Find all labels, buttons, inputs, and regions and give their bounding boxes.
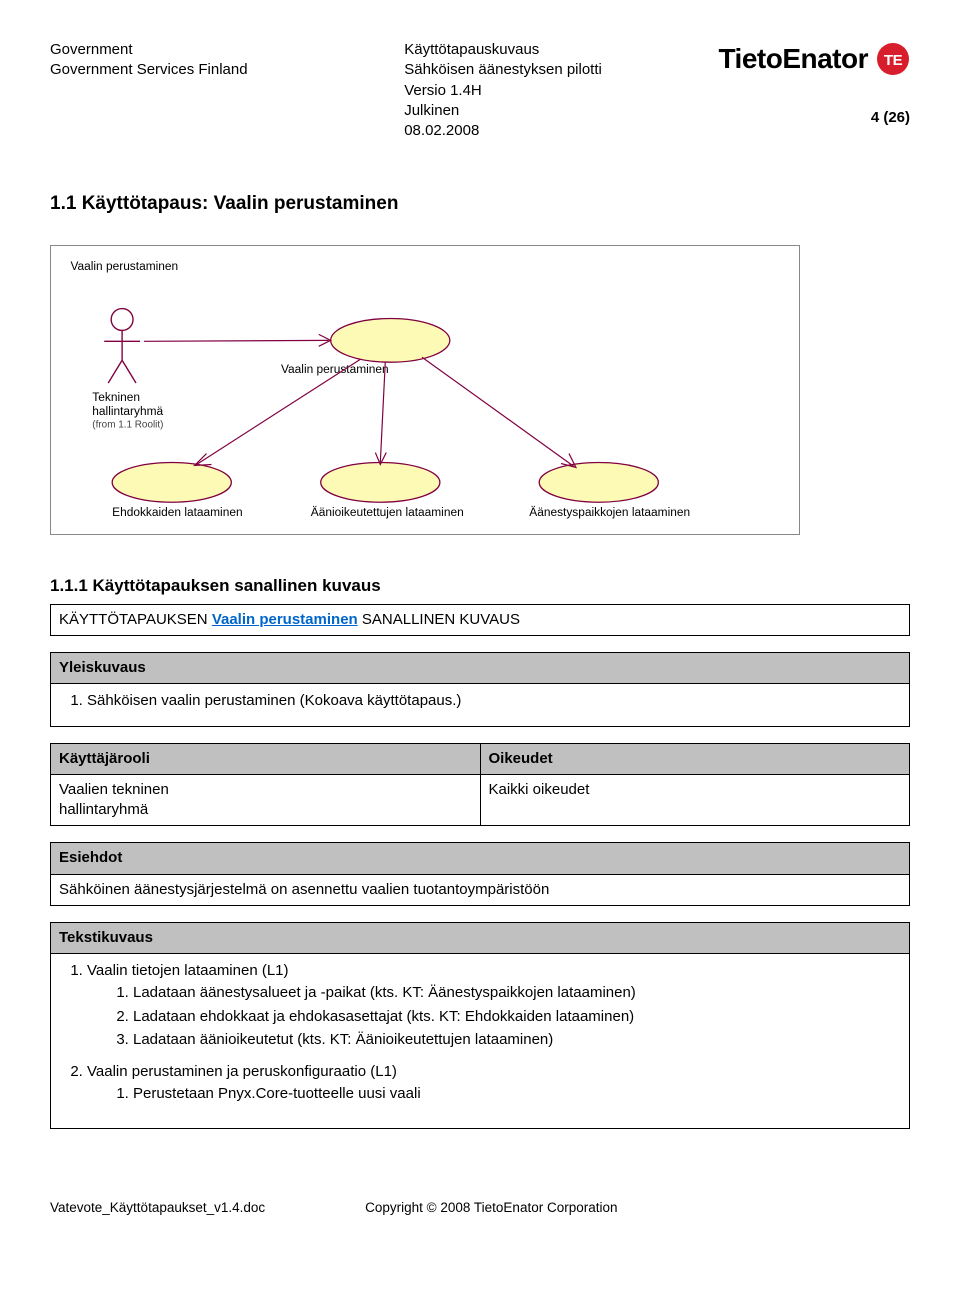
yleiskuvaus-table: Yleiskuvaus Sähköisen vaalin perustamine… bbox=[50, 652, 910, 727]
tk1-sub-1: Ladataan äänestysalueet ja -paikat (kts.… bbox=[133, 983, 885, 1003]
logo-badge-text: TE bbox=[884, 52, 903, 69]
association-arrow bbox=[144, 334, 331, 346]
actor-sub-label: (from 1.1 Roolit) bbox=[92, 420, 163, 431]
doc-version: Versio 1.4H bbox=[404, 81, 664, 101]
usecase-3-label: Äänestyspaikkojen lataaminen bbox=[529, 505, 690, 519]
page-header: Government Government Services Finland K… bbox=[50, 40, 910, 141]
actor-icon bbox=[104, 308, 140, 382]
kuvaus-suffix: SANALLINEN KUVAUS bbox=[362, 611, 520, 628]
kuvaus-header-cell: KÄYTTÖTAPAUKSEN Vaalin perustaminen SANA… bbox=[51, 604, 910, 635]
usecase-link[interactable]: Vaalin perustaminen bbox=[212, 611, 358, 628]
usecase-1 bbox=[112, 462, 231, 502]
page-footer: Vatevote_Käyttötapaukset_v1.4.doc Copyri… bbox=[50, 1199, 910, 1217]
yleiskuvaus-body: Sähköisen vaalin perustaminen (Kokoava k… bbox=[51, 684, 910, 726]
logo-badge-icon: TE bbox=[876, 42, 910, 76]
actor-label-1: Tekninen bbox=[92, 390, 140, 404]
page-number: 4 (26) bbox=[871, 108, 910, 128]
tk1-label: Vaalin tietojen lataaminen (L1) bbox=[87, 962, 289, 979]
yleiskuvaus-header: Yleiskuvaus bbox=[51, 653, 910, 684]
tk-item-2: Vaalin perustaminen ja peruskonfiguraati… bbox=[87, 1062, 893, 1114]
header-left: Government Government Services Finland bbox=[50, 40, 350, 81]
tk1-sub-2: Ladataan ehdokkaat ja ehdokasasettajat (… bbox=[133, 1007, 885, 1027]
diagram-connectors bbox=[195, 357, 576, 467]
tekstikuvaus-header: Tekstikuvaus bbox=[51, 922, 910, 953]
doc-date: 08.02.2008 bbox=[404, 121, 479, 141]
doc-title: Sähköisen äänestyksen pilotti bbox=[404, 60, 664, 80]
usecase-2-label: Äänioikeutettujen lataaminen bbox=[311, 505, 464, 519]
actor-label-2: hallintaryhmä bbox=[92, 404, 163, 418]
tk2-label: Vaalin perustaminen ja peruskonfiguraati… bbox=[87, 1063, 397, 1080]
org-line-1: Government bbox=[50, 40, 350, 60]
esiehdot-table: Esiehdot Sähköinen äänestysjärjestelmä o… bbox=[50, 842, 910, 906]
logo-text: TietoEnator bbox=[718, 40, 868, 78]
footer-copyright: Copyright © 2008 TietoEnator Corporation bbox=[365, 1199, 617, 1217]
subsection-title: 1.1.1 Käyttötapauksen sanallinen kuvaus bbox=[50, 575, 910, 598]
yleiskuvaus-item-1: Sähköisen vaalin perustaminen (Kokoava k… bbox=[87, 691, 893, 711]
diagram-title-label: Vaalin perustaminen bbox=[70, 259, 178, 273]
tk1-sub-3: Ladataan äänioikeutetut (kts. KT: Äänioi… bbox=[133, 1030, 885, 1050]
page: Government Government Services Finland K… bbox=[0, 0, 960, 1247]
usecase-main-label: Vaalin perustaminen bbox=[281, 362, 389, 376]
usecase-3 bbox=[539, 462, 658, 502]
role-value-l2: hallintaryhmä bbox=[59, 801, 148, 818]
usecase-diagram: Vaalin perustaminen Tekninen hallintaryh… bbox=[50, 245, 800, 535]
header-middle: Käyttötapauskuvaus Sähköisen äänestyksen… bbox=[404, 40, 664, 141]
usecase-1-label: Ehdokkaiden lataaminen bbox=[112, 505, 242, 519]
role-value: Vaalien tekninen hallintaryhmä bbox=[51, 774, 481, 826]
esiehdot-value: Sähköinen äänestysjärjestelmä on asennet… bbox=[51, 874, 910, 905]
section-title: 1.1 Käyttötapaus: Vaalin perustaminen bbox=[50, 191, 910, 217]
rights-value: Kaikki oikeudet bbox=[480, 774, 910, 826]
tk-item-1: Vaalin tietojen lataaminen (L1) Ladataan… bbox=[87, 961, 893, 1059]
esiehdot-header: Esiehdot bbox=[51, 843, 910, 874]
footer-filename: Vatevote_Käyttötapaukset_v1.4.doc bbox=[50, 1199, 265, 1217]
doc-class: Julkinen bbox=[404, 101, 664, 121]
role-header: Käyttäjärooli bbox=[51, 743, 481, 774]
org-line-2: Government Services Finland bbox=[50, 60, 350, 80]
tekstikuvaus-body: Vaalin tietojen lataaminen (L1) Ladataan… bbox=[51, 954, 910, 1129]
doc-type: Käyttötapauskuvaus bbox=[404, 40, 664, 60]
company-logo: TietoEnator TE bbox=[718, 40, 910, 78]
kuvaus-prefix: KÄYTTÖTAPAUKSEN bbox=[59, 611, 208, 628]
role-value-l1: Vaalien tekninen bbox=[59, 781, 169, 798]
rights-header: Oikeudet bbox=[480, 743, 910, 774]
usecase-main bbox=[331, 318, 450, 362]
tk2-sub-1: Perustetaan Pnyx.Core-tuotteelle uusi va… bbox=[133, 1084, 885, 1104]
kuvaus-header-table: KÄYTTÖTAPAUKSEN Vaalin perustaminen SANA… bbox=[50, 604, 910, 636]
header-right: TietoEnator TE 4 (26) bbox=[718, 40, 910, 128]
role-rights-table: Käyttäjärooli Oikeudet Vaalien tekninen … bbox=[50, 743, 910, 827]
usecase-2 bbox=[321, 462, 440, 502]
tekstikuvaus-table: Tekstikuvaus Vaalin tietojen lataaminen … bbox=[50, 922, 910, 1129]
